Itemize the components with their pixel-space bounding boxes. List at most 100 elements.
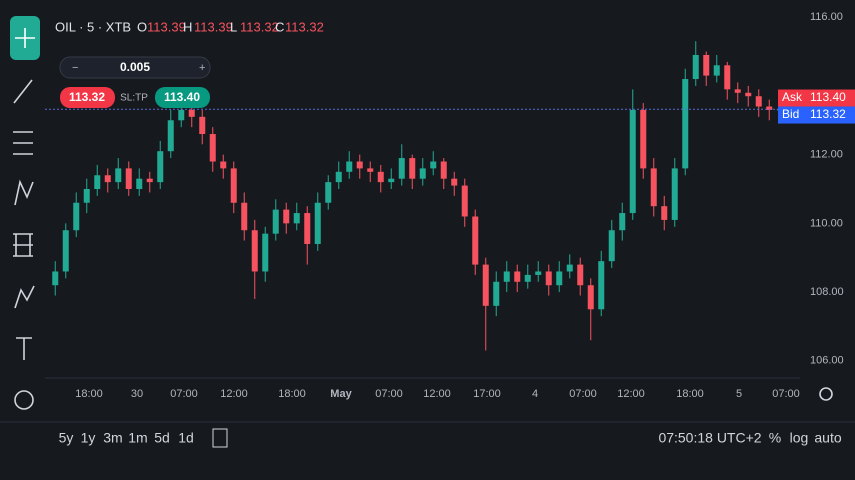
y-tick-label: 106.00 xyxy=(810,355,844,367)
crosshair-icon xyxy=(15,28,35,48)
ask-price: 113.40 xyxy=(810,90,846,104)
bid-tag xyxy=(778,106,855,124)
candle-body xyxy=(493,281,500,306)
candle-body xyxy=(398,158,405,179)
fib-tool[interactable] xyxy=(13,131,33,155)
candle-body xyxy=(367,168,374,172)
x-tick-label: 4 xyxy=(532,388,538,400)
lot-input[interactable] xyxy=(59,56,211,79)
x-tick-label: 30 xyxy=(131,388,143,400)
candle-body xyxy=(661,206,668,220)
candle-body xyxy=(251,230,258,272)
c-value: 113.32 xyxy=(285,19,324,34)
candle-body xyxy=(314,202,321,244)
x-tick-label: 12:00 xyxy=(617,388,645,400)
candle-body xyxy=(745,92,752,97)
candle-body xyxy=(115,168,122,183)
sell-button[interactable] xyxy=(60,87,115,108)
x-tick-label: 12:00 xyxy=(220,388,248,400)
buy-button[interactable] xyxy=(155,87,210,108)
x-tick-label: 07:00 xyxy=(375,388,403,400)
candle-body xyxy=(419,168,426,179)
x-tick-label: 12:00 xyxy=(423,388,451,400)
auto-toggle[interactable]: auto xyxy=(814,430,841,446)
range-button[interactable]: 5y xyxy=(59,430,74,446)
candle-body xyxy=(94,175,101,189)
range-button[interactable]: 1y xyxy=(81,430,96,446)
log-toggle[interactable]: log xyxy=(790,430,809,446)
h-value: 113.39 xyxy=(194,19,233,34)
candle-body xyxy=(640,109,647,169)
candle-body xyxy=(356,161,363,169)
y-tick-label: 108.00 xyxy=(810,286,844,298)
candle-body xyxy=(524,274,531,282)
candle-body xyxy=(451,178,458,186)
candle-body xyxy=(556,271,563,286)
candle-body xyxy=(199,116,206,135)
emoji-tool[interactable] xyxy=(14,390,34,410)
trendline-tool[interactable] xyxy=(13,79,33,104)
candle-body xyxy=(608,230,615,262)
x-tick-label: 18:00 xyxy=(75,388,103,400)
o-value: 113.39 xyxy=(147,19,186,34)
y-tick-label: 116.00 xyxy=(810,11,843,23)
brush-tool[interactable] xyxy=(14,285,35,309)
range-button[interactable]: 5d xyxy=(154,430,170,446)
lot: 0.005 xyxy=(120,60,150,74)
date-picker[interactable] xyxy=(212,428,228,448)
candle-body xyxy=(293,213,300,224)
buy-price: 113.40 xyxy=(164,90,200,104)
candle-body xyxy=(755,96,762,107)
range-button[interactable]: 3m xyxy=(103,430,122,446)
pattern-tool[interactable] xyxy=(14,179,34,206)
clock: 07:50:18 UTC+2 xyxy=(658,430,761,446)
candle-body xyxy=(220,161,227,169)
candle-body xyxy=(409,158,416,179)
h-key: H xyxy=(183,19,192,34)
x-tick-label: 5 xyxy=(736,388,742,400)
candle-body xyxy=(545,271,552,286)
candle-body xyxy=(619,213,626,231)
candle-body xyxy=(461,185,468,217)
candle-body xyxy=(535,271,542,275)
plus[interactable]: + xyxy=(199,62,205,74)
minus[interactable]: − xyxy=(72,62,78,74)
candle-body xyxy=(104,175,111,183)
range-button[interactable]: 1d xyxy=(178,430,194,446)
candle-body xyxy=(188,109,195,117)
y-tick-label: 112.00 xyxy=(810,149,843,161)
candle-body xyxy=(272,209,279,234)
candle-body xyxy=(136,178,143,189)
measure-tool[interactable] xyxy=(13,233,33,257)
candle-body xyxy=(587,285,594,310)
candle-body xyxy=(73,202,80,231)
x-tick-label: 17:00 xyxy=(473,388,501,400)
candle-body xyxy=(577,264,584,286)
candle-body xyxy=(230,168,237,203)
candle-body xyxy=(283,209,290,224)
candle-body xyxy=(325,182,332,203)
symbol: OIL · 5 · XTB xyxy=(55,19,131,34)
x-tick-label: 07:00 xyxy=(170,388,198,400)
candle-body xyxy=(62,230,69,272)
range-button[interactable]: 1m xyxy=(128,430,147,446)
ask-tag xyxy=(778,89,855,107)
candle-body xyxy=(503,271,510,282)
x-tick-label: May xyxy=(330,388,352,400)
x-tick-label: 07:00 xyxy=(772,388,800,400)
candle-body xyxy=(682,79,689,169)
c-key: C xyxy=(275,19,284,34)
o-key: O xyxy=(137,19,147,34)
candle-body xyxy=(724,65,731,90)
candle-body xyxy=(388,178,395,183)
candle-body xyxy=(146,178,153,183)
candle-body xyxy=(766,106,773,110)
percent-toggle[interactable]: % xyxy=(769,430,781,446)
text-tool[interactable] xyxy=(16,337,32,360)
candle-body xyxy=(430,161,437,169)
candle-body xyxy=(52,271,59,286)
candle-body xyxy=(304,213,311,244)
settings[interactable] xyxy=(819,387,833,401)
